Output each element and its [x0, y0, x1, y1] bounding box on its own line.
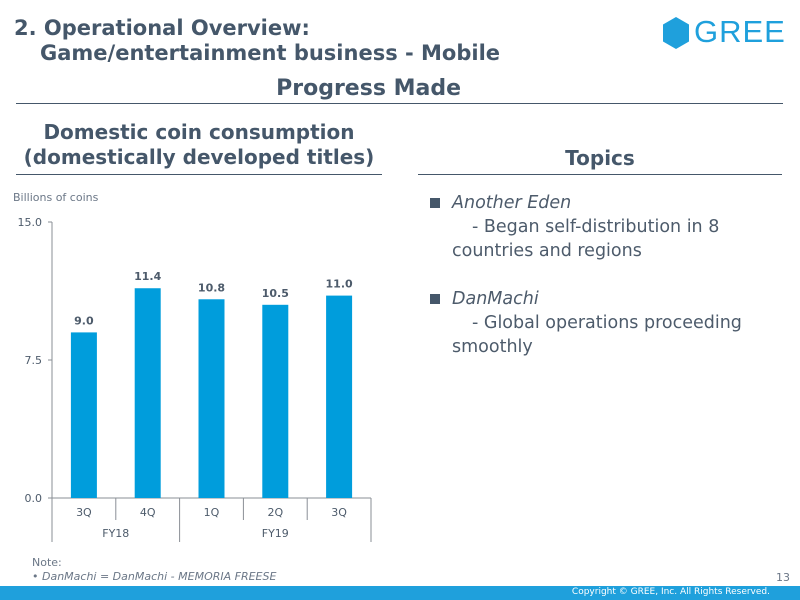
y-tick-label: 15.0	[18, 216, 43, 229]
copyright-text: Copyright © GREE, Inc. All Rights Reserv…	[571, 587, 770, 597]
topics-list: Another Eden - Began self-distribution i…	[430, 191, 770, 383]
chart-title: Domestic coin consumption (domestically …	[16, 120, 382, 170]
topic-item: DanMachi - Global operations proceeding …	[430, 287, 770, 359]
bar	[326, 295, 353, 498]
bar	[198, 299, 225, 498]
x-tick-label: 2Q	[267, 506, 283, 519]
x-tick-label: 1Q	[204, 506, 220, 519]
y-tick-label: 7.5	[25, 354, 43, 367]
bar	[70, 332, 97, 498]
chart-title-divider	[16, 174, 382, 175]
bar-value-label: 11.0	[326, 278, 353, 291]
x-tick-label: 4Q	[140, 506, 156, 519]
gree-logo-text: GREE	[694, 14, 786, 49]
bar	[134, 288, 161, 498]
bar-value-label: 10.8	[198, 281, 225, 294]
topic-name: DanMachi	[452, 289, 539, 309]
slide-section-heading: 2. Operational Overview:	[14, 16, 310, 40]
y-tick-label: 0.0	[25, 492, 43, 505]
footnote-label: Note:	[32, 556, 62, 569]
x-group-label: FY19	[262, 527, 289, 540]
coin-consumption-bar-chart: 0.0 7.5 15.0 9.0 3Q 11.4 4Q 10.8 1Q 10.5 2Q 11.0 3Q F…	[18, 216, 372, 542]
topic-description-text: - Began self-distribution in 8 countries…	[452, 217, 720, 261]
title-divider	[16, 103, 783, 104]
chart-title-line2: (domestically developed titles)	[23, 145, 375, 169]
bar	[262, 304, 289, 498]
y-axis-unit-label: Billions of coins	[13, 191, 99, 204]
page-number: 13	[776, 571, 790, 584]
footnote-text: • DanMachi = DanMachi - MEMORIA FREESE	[32, 570, 277, 583]
bar-value-label: 11.4	[134, 270, 161, 283]
topic-description: - Global operations proceeding smoothly	[452, 311, 770, 359]
x-group-label: FY18	[102, 527, 129, 540]
bar-value-label: 10.5	[262, 287, 289, 300]
gree-logo-hexagon-icon	[663, 17, 689, 49]
x-tick-label: 3Q	[76, 506, 92, 519]
topic-description-text: - Global operations proceeding smoothly	[452, 313, 742, 357]
square-bullet-icon	[430, 198, 440, 208]
bar-value-label: 9.0	[74, 314, 94, 327]
x-tick-label: 3Q	[331, 506, 347, 519]
topics-title-divider	[418, 174, 782, 175]
slide-section-subheading: Game/entertainment business - Mobile	[40, 41, 501, 65]
footnote: Note: • DanMachi = DanMachi - MEMORIA FR…	[32, 556, 276, 584]
topic-name: Another Eden	[452, 193, 572, 213]
footer-bar: Copyright © GREE, Inc. All Rights Reserv…	[0, 586, 800, 600]
chart-title-line1: Domestic coin consumption	[43, 120, 355, 144]
topic-item: Another Eden - Began self-distribution i…	[430, 191, 770, 263]
square-bullet-icon	[430, 294, 440, 304]
topics-title: Topics	[565, 146, 635, 170]
topic-description: - Began self-distribution in 8 countries…	[452, 215, 770, 263]
section-title: Progress Made	[276, 76, 461, 101]
